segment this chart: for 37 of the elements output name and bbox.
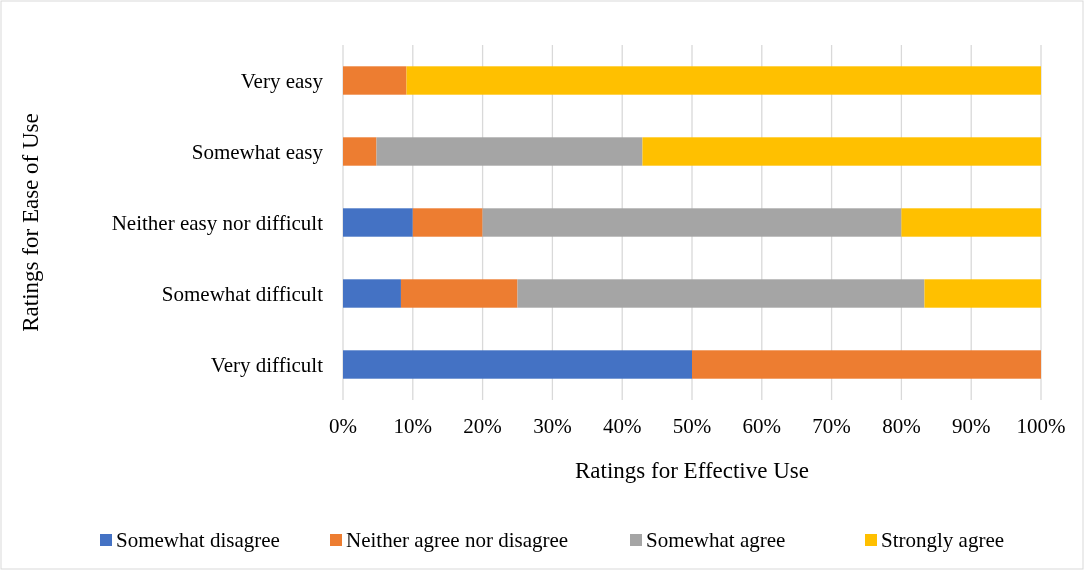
legend-label: Strongly agree bbox=[881, 528, 1005, 553]
x-tick-label: 70% bbox=[812, 414, 851, 438]
bar bbox=[482, 208, 902, 237]
bar bbox=[400, 279, 518, 308]
bar bbox=[642, 137, 1041, 166]
bar bbox=[376, 137, 643, 166]
bar bbox=[924, 279, 1041, 308]
x-tick-label: 30% bbox=[533, 414, 572, 438]
x-tick-label: 60% bbox=[742, 414, 782, 438]
bar bbox=[343, 137, 377, 166]
bar bbox=[406, 66, 1041, 95]
bar bbox=[343, 350, 692, 379]
bar bbox=[901, 208, 1041, 237]
bar bbox=[343, 66, 407, 95]
x-tick-label: 10% bbox=[393, 414, 433, 438]
y-tick-label: Somewhat difficult bbox=[161, 281, 324, 306]
x-axis-title: Ratings for Effective Use bbox=[575, 458, 809, 483]
x-tick-label: 80% bbox=[882, 414, 921, 438]
y-tick-label: Somewhat easy bbox=[191, 139, 324, 164]
bar bbox=[343, 279, 401, 308]
legend-label: Somewhat agree bbox=[646, 528, 786, 553]
y-tick-label: Neither easy nor difficult bbox=[111, 210, 324, 235]
x-tick-label: 90% bbox=[951, 414, 991, 438]
x-tick-label: 40% bbox=[602, 414, 642, 438]
legend-label: Somewhat disagree bbox=[116, 528, 280, 553]
x-tick-label: 0% bbox=[329, 414, 357, 438]
x-tick-label: 100% bbox=[1016, 414, 1066, 438]
bar bbox=[692, 350, 1041, 379]
y-tick-label: Very difficult bbox=[210, 352, 324, 377]
x-tick-label: 50% bbox=[672, 414, 712, 438]
y-tick-label: Very easy bbox=[240, 68, 324, 93]
bar bbox=[517, 279, 925, 308]
y-axis-title: Ratings for Ease of Use bbox=[18, 113, 43, 332]
bar bbox=[412, 208, 483, 237]
x-tick-label: 20% bbox=[463, 414, 502, 438]
bar bbox=[343, 208, 413, 237]
legend-label: Neither agree nor disagree bbox=[346, 528, 569, 553]
